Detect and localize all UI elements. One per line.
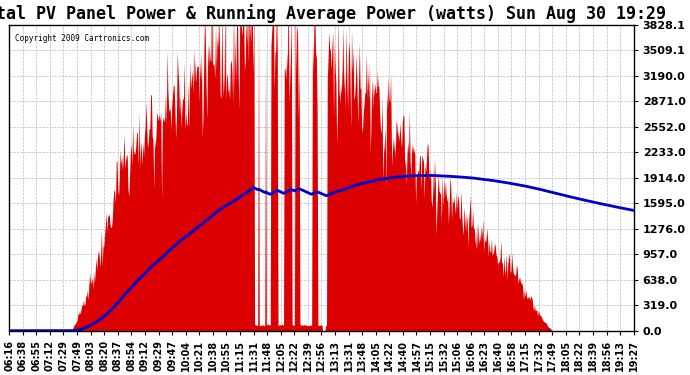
Title: Total PV Panel Power & Running Average Power (watts) Sun Aug 30 19:29: Total PV Panel Power & Running Average P… (0, 4, 667, 23)
Text: Copyright 2009 Cartronics.com: Copyright 2009 Cartronics.com (15, 34, 150, 43)
